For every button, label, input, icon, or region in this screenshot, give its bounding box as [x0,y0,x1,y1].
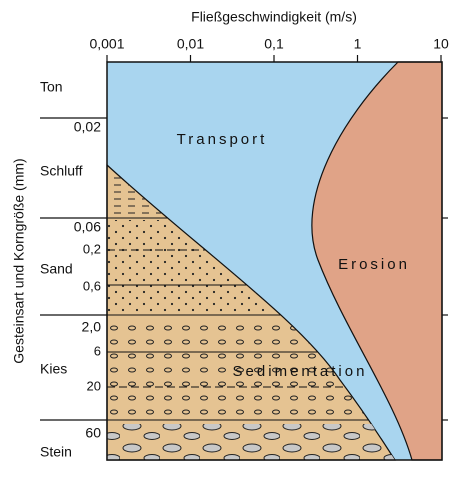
chart: Fließgeschwindigkeit (m/s) Gesteinsart u… [0,0,452,490]
class-label: Ton [40,79,63,95]
class-label: Stein [40,444,72,460]
x-axis-title: Fließgeschwindigkeit (m/s) [191,9,357,25]
size-label: 0,2 [83,241,101,256]
region-label: Transport [177,131,268,148]
y-axis-title: Gesteinsart und Korngröße (mm) [11,158,27,363]
size-label: 20 [87,378,101,393]
size-label: 0,02 [74,119,101,135]
size-label: 0,6 [83,278,101,293]
class-label: Kies [40,361,67,377]
size-label: 6 [94,343,101,358]
x-tick-label: 0,1 [264,36,284,52]
x-tick-label: 0,01 [177,36,204,52]
region-label: Erosion [338,256,410,273]
size-label: 0,06 [74,219,101,235]
region-label: Sedimentation [233,363,368,380]
x-tick-label: 0,001 [89,36,124,52]
class-label: Sand [40,261,73,277]
x-tick-label: 10 [433,36,449,52]
class-label: Schluff [40,163,83,179]
size-label: 2,0 [82,319,102,335]
x-tick-label: 1 [354,36,362,52]
size-label: 60 [85,425,101,441]
y-labels: Ton Schluff Sand Kies Stein 0,02 0,06 0,2 0,6 2,0… [40,79,101,460]
